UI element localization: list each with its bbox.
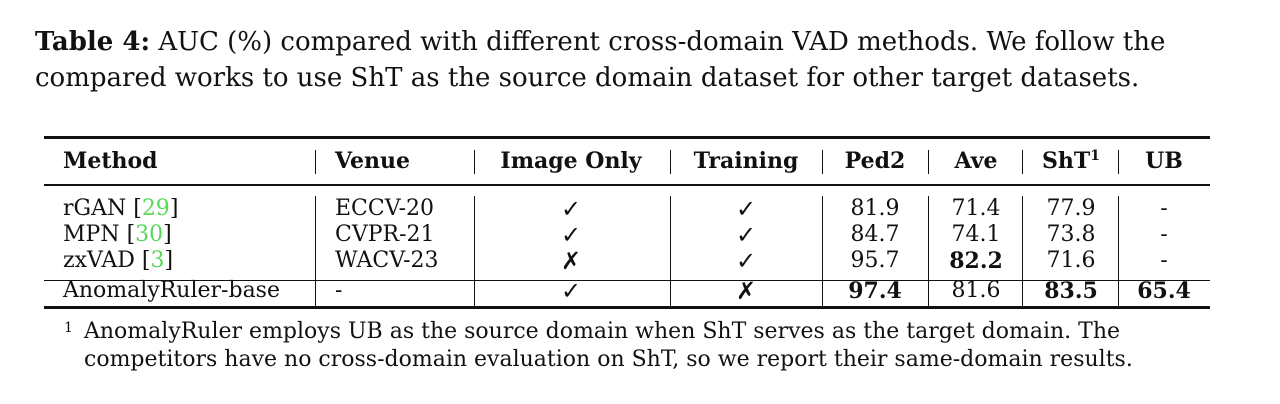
table-cell-ub: - (1160, 248, 1168, 273)
column-divider (474, 150, 475, 174)
table-row-method: AnomalyRuler-base (63, 278, 280, 304)
column-divider (315, 150, 316, 174)
header-training: Training (693, 148, 799, 174)
caption-text-line1: AUC (%) compared with different cross-do… (158, 27, 1166, 57)
check-mark-icon: ✓ (735, 221, 757, 249)
table-row-method: rGAN [29] (63, 196, 179, 221)
table-header-rule (44, 184, 1210, 186)
column-divider (1022, 150, 1023, 174)
table-row-venue: CVPR-21 (335, 222, 435, 247)
footnote-line2: competitors have no cross-domain evaluat… (84, 347, 1133, 372)
citation-link[interactable]: 30 (135, 222, 164, 247)
table-caption: Table 4: AUC (%) compared with different… (35, 24, 1245, 96)
column-divider (822, 196, 823, 306)
header-ped2: Ped2 (844, 148, 906, 174)
column-divider (670, 150, 671, 174)
caption-text-line2: compared works to use ShT as the source … (35, 63, 1140, 93)
table-cell-ave: 81.6 (951, 278, 1001, 303)
table-separator-rule (44, 280, 1210, 281)
table-cell-sht: 73.8 (1046, 222, 1096, 247)
header-sht: ShT1 (1042, 148, 1100, 174)
table-top-rule (44, 136, 1210, 139)
header-ave: Ave (954, 148, 998, 174)
header-venue: Venue (335, 148, 411, 174)
check-mark-icon: ✓ (735, 195, 757, 223)
table-cell-ped2: 81.9 (850, 196, 900, 221)
table-cell-ub: 65.4 (1137, 278, 1191, 304)
table-row-method: MPN [30] (63, 222, 172, 247)
table-cell-ave: 71.4 (951, 196, 1001, 221)
check-mark-icon: ✓ (735, 247, 757, 275)
check-mark-icon: ✓ (560, 277, 582, 305)
method-name: rGAN (63, 196, 127, 221)
citation-link[interactable]: 3 (150, 248, 165, 273)
footnote-mark: 1 (64, 320, 73, 336)
column-divider (928, 196, 929, 306)
column-divider (1022, 196, 1023, 306)
column-divider (1118, 150, 1119, 174)
header-image-only: Image Only (500, 148, 642, 174)
table-cell-sht: 71.6 (1046, 248, 1096, 273)
method-name: MPN (63, 222, 120, 247)
table-cell-sht: 83.5 (1044, 278, 1098, 304)
table-cell-ped2: 95.7 (850, 248, 900, 273)
column-divider (822, 150, 823, 174)
table-cell-ub: - (1160, 222, 1168, 247)
table-cell-ub: - (1160, 196, 1168, 221)
table-row-venue: ECCV-20 (335, 196, 435, 221)
column-divider (474, 196, 475, 306)
column-divider (1118, 196, 1119, 306)
table-cell-ped2: 97.4 (848, 278, 902, 304)
footnote-text: AnomalyRuler employs UB as the source do… (64, 318, 1214, 374)
cross-mark-icon: ✗ (735, 277, 757, 305)
column-divider (670, 196, 671, 306)
citation-link[interactable]: 29 (141, 196, 170, 221)
caption-label: Table 4: (35, 27, 151, 57)
column-divider (928, 150, 929, 174)
method-name: zxVAD (63, 248, 135, 273)
table-footnote: 1 AnomalyRuler employs UB as the source … (64, 318, 1214, 374)
cross-mark-icon: ✗ (560, 247, 582, 275)
table-cell-sht: 77.9 (1046, 196, 1096, 221)
header-sht-text: ShT (1041, 148, 1091, 174)
method-name: AnomalyRuler-base (63, 278, 280, 303)
check-mark-icon: ✓ (560, 195, 582, 223)
table-cell-ped2: 84.7 (850, 222, 900, 247)
header-sht-footnote-mark: 1 (1090, 148, 1101, 164)
check-mark-icon: ✓ (560, 221, 582, 249)
footnote-line1: AnomalyRuler employs UB as the source do… (84, 319, 1121, 344)
column-divider (315, 196, 316, 306)
header-ub: UB (1145, 148, 1183, 174)
table-bottom-rule (44, 306, 1210, 309)
table-cell-ave: 82.2 (949, 248, 1003, 274)
header-method: Method (63, 148, 158, 174)
table-row-method: zxVAD [3] (63, 248, 174, 273)
table-row-venue: WACV-23 (335, 248, 439, 273)
table-cell-ave: 74.1 (951, 222, 1001, 247)
table-row-venue: - (335, 278, 343, 303)
